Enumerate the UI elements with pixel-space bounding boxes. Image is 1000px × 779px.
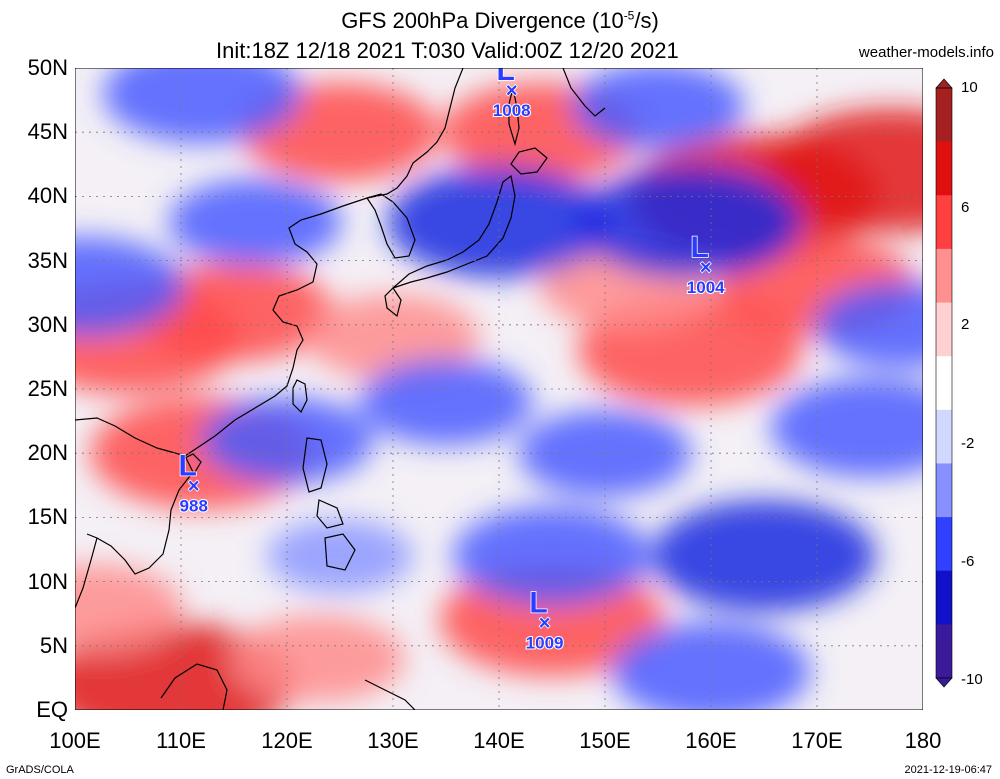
lon-tick-label: 140E xyxy=(473,728,525,753)
lat-tick-label: 10N xyxy=(27,568,68,594)
convergence-area xyxy=(611,621,811,710)
low-pressure-value: 1009 xyxy=(526,634,564,653)
footer-left: GrADS/COLA xyxy=(6,764,74,776)
chart-subtitle: Init:18Z 12/18 2021 T:030 Valid:00Z 12/2… xyxy=(216,38,679,63)
colorbar-top-arrow xyxy=(935,78,953,89)
coastline-new-guinea xyxy=(364,679,416,710)
convergence-area xyxy=(103,68,302,144)
coastline-hokkaido xyxy=(510,147,548,175)
colorbar-segment xyxy=(936,248,952,304)
convergence-area xyxy=(577,166,802,279)
low-pressure-value: 1004 xyxy=(687,278,725,297)
low-center: L×1004 xyxy=(686,230,726,298)
convergence-area xyxy=(359,358,533,446)
low-pressure-value: 988 xyxy=(180,496,208,515)
lon-tick-label: 150E xyxy=(579,728,631,753)
convergence-area xyxy=(75,236,185,336)
colorbar-label: 6 xyxy=(961,199,970,216)
low-center: L×1009 xyxy=(525,586,565,654)
convergence-area xyxy=(652,499,876,612)
lon-tick-label: 180 xyxy=(904,728,942,753)
coastline-kamchatka xyxy=(562,68,606,117)
coastline-japan-honshu xyxy=(392,174,516,289)
low-marker: × xyxy=(188,475,200,497)
lat-tick-label: 45N xyxy=(27,119,68,145)
lon-tick-label: 170E xyxy=(791,728,843,753)
colorbar-segment xyxy=(936,88,952,143)
coastline-philippines-luzon xyxy=(302,437,328,493)
colorbar-segment xyxy=(936,302,952,357)
lon-tick-label: 100E xyxy=(49,728,101,753)
coastline-china xyxy=(75,68,464,457)
coastline-hainan xyxy=(180,453,202,473)
lat-tick-label: 30N xyxy=(27,311,68,337)
colorbar-label: -6 xyxy=(961,553,975,570)
low-letter: L xyxy=(179,449,197,482)
low-pressure-value: 1008 xyxy=(493,101,531,120)
divergence-field xyxy=(75,68,923,710)
colorbar-segment xyxy=(936,624,952,679)
convergence-area xyxy=(770,377,923,478)
coastline-korea xyxy=(366,193,416,259)
colorbar-segment xyxy=(936,517,952,572)
colorbar-frame xyxy=(935,87,953,679)
divergence-area xyxy=(766,108,923,234)
convergence-area xyxy=(452,506,652,606)
lat-tick-label: 15N xyxy=(27,504,68,530)
lon-tick-label: 130E xyxy=(367,728,419,753)
low-letter: L xyxy=(529,587,547,620)
coastline-sakhalin xyxy=(508,87,520,147)
low-center: L×1008 xyxy=(492,68,532,121)
coastline-vietnam xyxy=(86,455,194,575)
coastline-kyushu xyxy=(384,287,402,318)
lon-tick-label: 120E xyxy=(261,728,313,753)
chart-title: GFS 200hPa Divergence (10-5/s) xyxy=(341,8,659,33)
coastline-philippines-mindanao xyxy=(324,533,356,571)
colorbar-label: -2 xyxy=(961,435,975,452)
convergence-area xyxy=(815,281,923,368)
lon-tick-label: 160E xyxy=(685,728,737,753)
graticule xyxy=(75,68,923,710)
colorbar-label: -10 xyxy=(961,671,983,688)
convergence-area xyxy=(168,178,342,266)
lat-tick-label: 20N xyxy=(27,440,68,466)
lat-tick-label: 25N xyxy=(27,376,68,401)
lat-tick-label: 50N xyxy=(27,55,68,80)
colorbar-segment xyxy=(936,141,952,196)
divergence-area xyxy=(75,564,183,651)
colorbar xyxy=(935,78,953,688)
coastline-gulf-thailand xyxy=(75,537,98,609)
colorbar-segment xyxy=(936,356,952,411)
colorbar-segment xyxy=(936,570,952,625)
convergence-area xyxy=(266,519,414,593)
low-marker: × xyxy=(700,257,712,279)
site-label: weather-models.info xyxy=(858,44,994,61)
coastline-philippines-visayas xyxy=(316,499,344,529)
coastline-taiwan xyxy=(292,379,308,414)
low-marker: × xyxy=(506,80,518,102)
low-letter: L xyxy=(691,231,709,264)
divergence-area xyxy=(232,615,406,702)
colorbar-segment xyxy=(936,195,952,250)
convergence-area xyxy=(571,68,745,150)
colorbar-segment xyxy=(936,409,952,464)
coastline-borneo xyxy=(160,663,228,710)
lon-tick-label: 110E xyxy=(156,728,206,753)
low-marker: × xyxy=(539,613,551,635)
colorbar-segment xyxy=(936,463,952,518)
lat-tick-label: 5N xyxy=(39,632,68,658)
coastlines xyxy=(75,68,606,710)
low-letter: L xyxy=(497,68,515,87)
footer-right: 2021-12-19-06:47 xyxy=(904,764,992,776)
colorbar-label: 10 xyxy=(961,79,978,96)
low-center: L×988 xyxy=(178,449,209,517)
lat-tick-label: 40N xyxy=(27,183,68,209)
colorbar-bottom-arrow xyxy=(935,677,953,688)
colorbar-label: 2 xyxy=(961,316,970,333)
lat-tick-label: EQ xyxy=(36,697,68,722)
lat-tick-label: 35N xyxy=(27,247,68,273)
